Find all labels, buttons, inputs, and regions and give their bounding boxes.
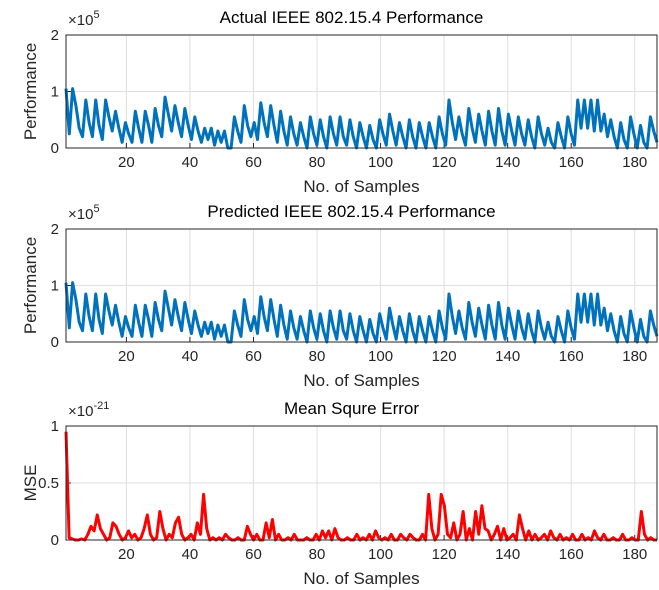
- x-tick-label: 120: [432, 154, 457, 171]
- x-tick-label: 140: [495, 154, 520, 171]
- x-tick-label: 80: [309, 154, 326, 171]
- x-tick-label: 140: [495, 348, 520, 365]
- x-tick-label: 40: [182, 348, 199, 365]
- y-tick-label: 2: [51, 221, 59, 238]
- x-tick-label: 160: [559, 348, 584, 365]
- x-tick-label: 20: [118, 546, 135, 563]
- y-tick-label: 0: [51, 140, 59, 157]
- axis-exponent: ×105: [68, 9, 100, 29]
- exponent-power: -21: [93, 400, 109, 412]
- y-tick-label: 2: [51, 27, 59, 44]
- chart-panel-actual: 20 40 60 80 100 120 140 160 180 0 1 2 ×105 Actual IEE…: [21, 8, 659, 196]
- x-tick-label: 100: [368, 546, 393, 563]
- axes-box: [65, 34, 658, 149]
- chart-title: Mean Squre Error: [284, 399, 419, 418]
- y-tick-label: 1: [51, 84, 59, 101]
- x-tick-label: 60: [245, 348, 262, 365]
- x-tick-label: 180: [622, 546, 647, 563]
- chart-title: Predicted IEEE 802.15.4 Performance: [207, 202, 495, 221]
- x-tick-label: 80: [309, 348, 326, 365]
- y-axis-label: MSE: [21, 465, 40, 502]
- exponent-base: ×10: [68, 403, 93, 420]
- exponent-base: ×10: [68, 206, 93, 223]
- axes-box: [65, 228, 658, 343]
- x-tick-label: 20: [118, 154, 135, 171]
- x-axis-label: No. of Samples: [303, 371, 419, 390]
- y-tick-label: 1: [51, 418, 59, 435]
- axis-exponent: ×10-21: [68, 400, 109, 420]
- x-tick-label: 40: [182, 154, 199, 171]
- y-tick-label: 0: [51, 334, 59, 351]
- x-tick-label: 180: [622, 348, 647, 365]
- y-axis-label: Performance: [21, 237, 40, 334]
- axis-exponent: ×105: [68, 203, 100, 223]
- x-tick-label: 120: [432, 348, 457, 365]
- x-tick-label: 20: [118, 348, 135, 365]
- x-tick-label: 140: [495, 546, 520, 563]
- axes-box: [65, 425, 658, 541]
- x-tick-label: 160: [559, 546, 584, 563]
- x-tick-label: 60: [245, 154, 262, 171]
- x-tick-label: 80: [309, 546, 326, 563]
- chart-panel-predicted: 20 40 60 80 100 120 140 160 180 0 1 2 ×105 Predicted …: [21, 202, 659, 390]
- series-line: [64, 431, 657, 542]
- x-tick-label: 160: [559, 154, 584, 171]
- y-axis-label: Performance: [21, 43, 40, 140]
- y-tick-label: 1: [51, 278, 59, 295]
- y-tick-label: 0.5: [38, 475, 59, 492]
- series-line: [64, 281, 659, 344]
- x-axis-label: No. of Samples: [303, 569, 419, 588]
- x-tick-label: 40: [182, 546, 199, 563]
- exponent-base: ×10: [68, 12, 93, 29]
- x-tick-label: 60: [245, 546, 262, 563]
- x-tick-label: 180: [622, 154, 647, 171]
- x-tick-label: 100: [368, 348, 393, 365]
- series-line: [64, 87, 659, 150]
- x-tick-label: 120: [432, 546, 457, 563]
- chart-panel-mse: 20 40 60 80 100 120 140 160 180 0 0.5 1 ×10-21 Mean S…: [21, 399, 658, 588]
- exponent-power: 5: [93, 9, 99, 21]
- x-tick-label: 100: [368, 154, 393, 171]
- exponent-power: 5: [93, 203, 99, 215]
- y-tick-label: 0: [51, 532, 59, 549]
- x-axis-label: No. of Samples: [303, 177, 419, 196]
- chart-title: Actual IEEE 802.15.4 Performance: [220, 8, 484, 27]
